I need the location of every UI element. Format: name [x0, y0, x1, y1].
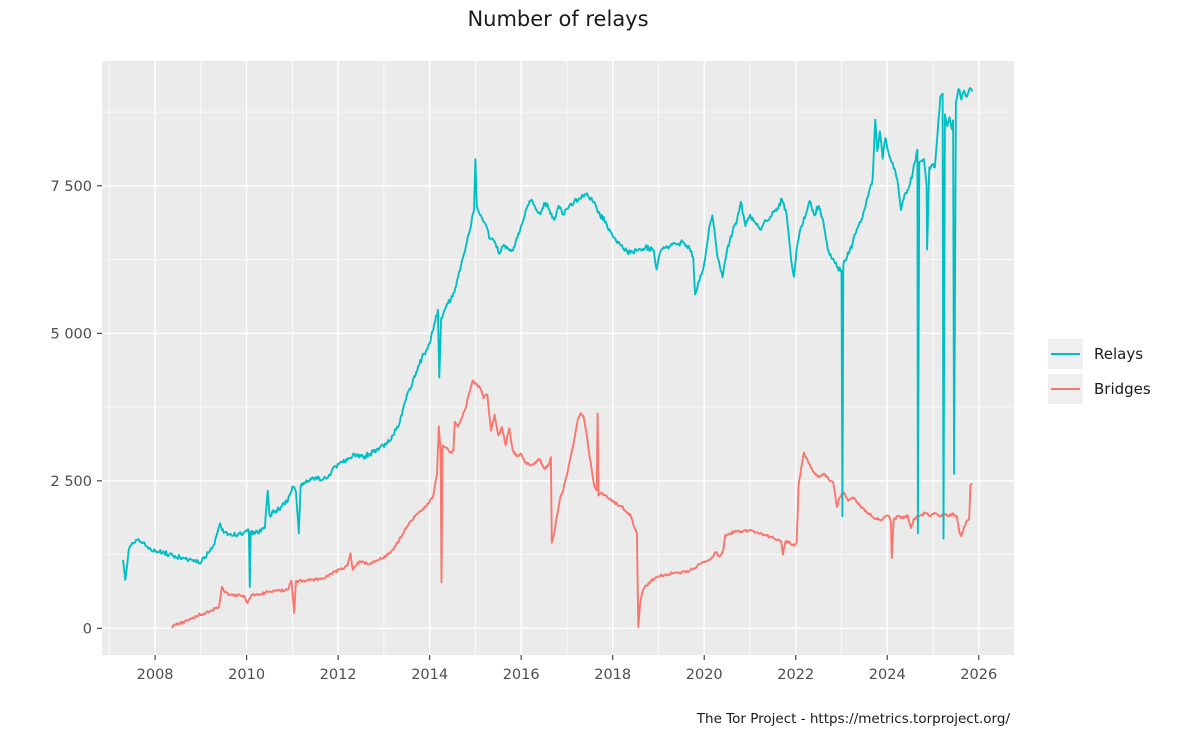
x-tick-label: 2012: [320, 667, 357, 683]
legend-entry-relays: Relays: [1048, 339, 1151, 369]
chart-title: Number of relays: [467, 7, 649, 31]
y-tick-label: 0: [83, 621, 92, 637]
x-tick-label: 2024: [869, 667, 906, 683]
x-tick-label: 2016: [503, 667, 540, 683]
series-line-relays: [122, 87, 974, 588]
legend-key-bridges: [1048, 374, 1083, 404]
legend-label: Bridges: [1094, 380, 1151, 398]
y-tick-label: 5 000: [50, 326, 92, 342]
x-tick-label: 2018: [594, 667, 631, 683]
source-attribution: The Tor Project - https://metrics.torpro…: [696, 711, 1010, 727]
legend-key-relays: [1048, 339, 1083, 369]
x-tick-label: 2008: [137, 667, 174, 683]
series-line-bridges: [171, 379, 973, 629]
legend-key-line: [1051, 352, 1080, 355]
y-tick-label: 2 500: [50, 474, 92, 490]
plot-panel: [102, 61, 1014, 655]
legend-key-line: [1051, 387, 1080, 390]
x-tick-label: 2010: [228, 667, 265, 683]
x-tick-label: 2026: [960, 667, 997, 683]
legend-label: Relays: [1094, 345, 1144, 363]
x-tick-label: 2022: [777, 667, 814, 683]
y-tick-label: 7 500: [50, 179, 92, 195]
x-tick-label: 2014: [411, 667, 448, 683]
legend: Relays Bridges: [1048, 339, 1151, 409]
x-tick-label: 2020: [686, 667, 723, 683]
legend-entry-bridges: Bridges: [1048, 374, 1151, 404]
